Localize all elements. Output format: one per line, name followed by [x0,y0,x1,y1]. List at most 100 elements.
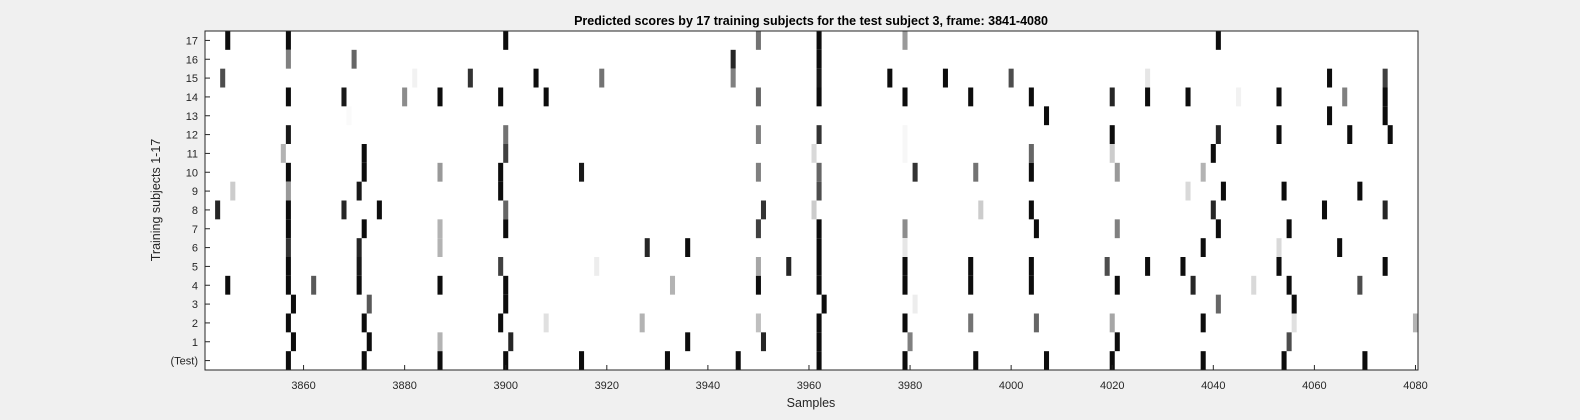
y-tick-label: 13 [186,111,198,123]
heatmap-cell [1362,351,1368,370]
heatmap-cell [361,351,367,370]
x-tick-label: 3980 [898,380,922,392]
heatmap-cell [1276,125,1282,144]
heatmap-cell [503,125,509,144]
heatmap-cell [498,181,504,201]
heatmap-cell [907,332,913,352]
heatmap-cell [290,332,296,352]
heatmap-cell [503,351,509,370]
heatmap-cell [1286,275,1292,295]
y-tick-label: 1 [192,337,198,349]
heatmap-cell [902,351,908,370]
heatmap-cell [1200,313,1206,333]
heatmap-cell [1357,275,1363,295]
heatmap-cell [503,144,509,163]
heatmap-cell [664,351,670,370]
heatmap-cell [412,68,418,88]
heatmap-cell [311,275,317,295]
heatmap-cell [1382,257,1388,276]
heatmap-cell [755,257,761,276]
heatmap-cell [361,313,367,333]
heatmap-cell [755,87,761,107]
heatmap-cell [1145,68,1151,88]
heatmap-cell [1114,219,1120,239]
heatmap-cell [1028,257,1034,276]
heatmap-cell [543,313,549,333]
y-tick-label: 17 [186,35,198,47]
heatmap-cell [280,144,286,163]
heatmap-cell [285,313,291,333]
heatmap-cell [341,87,347,107]
heatmap-cell [1251,275,1257,295]
heatmap-cell [1387,125,1393,144]
heatmap-cell [902,87,908,107]
heatmap-cell [1200,238,1206,257]
heatmap-cell [220,68,226,88]
heatmap-cell [1190,275,1196,295]
heatmap-cell [508,332,514,352]
heatmap-cell [816,219,822,239]
x-tick-label: 4000 [999,380,1023,392]
heatmap-cell [594,257,600,276]
heatmap-cell [361,144,367,163]
heatmap-cell [816,181,822,201]
heatmap-cell [1043,351,1050,370]
heatmap-cell [1215,31,1221,50]
heatmap-cell [821,294,827,314]
heatmap-cell [437,162,443,182]
heatmap-cell [285,200,291,220]
heatmap-cell [1347,125,1353,144]
heatmap-cell [285,31,291,50]
heatmap-cell [1109,351,1115,370]
heatmap-cell [1236,87,1242,107]
heatmap-cell [498,313,504,333]
y-axis-label: Training subjects 1-17 [149,139,163,262]
heatmap-cell [1321,200,1328,220]
heatmap-cell [503,200,509,220]
heatmap-cell [755,313,761,333]
heatmap-cell [503,219,509,239]
heatmap-cell [1028,162,1034,182]
heatmap-cell [902,125,908,144]
heatmap-cell [978,200,984,220]
x-tick-label: 4020 [1100,380,1124,392]
heatmap-cell [498,87,504,107]
heatmap-cell [402,87,408,107]
heatmap-cell [1337,238,1343,257]
x-tick-label: 3900 [493,380,517,392]
heatmap-cell [755,219,761,239]
heatmap-cell [285,181,291,201]
y-tick-label: 3 [192,299,198,311]
heatmap-cell [786,257,792,276]
y-tick-label: 2 [192,318,198,330]
heatmap-cell [285,87,291,107]
heatmap-cell [902,219,908,239]
heatmap-cell [1286,332,1292,352]
heatmap-cell [437,87,443,107]
heatmap-cell [1382,106,1388,126]
heatmap-cell [437,219,443,239]
heatmap-cell [356,238,362,257]
heatmap-cell [1145,87,1151,107]
heatmap-cell [437,351,443,370]
x-tick-label: 3920 [595,380,619,392]
y-tick-label: (Test) [171,356,199,368]
heatmap-cell [437,238,443,257]
heatmap-cell [498,162,504,182]
heatmap-cell [437,275,443,295]
heatmap-cell [215,200,221,220]
heatmap-cell [1276,238,1282,257]
heatmap-cell [290,294,296,314]
x-tick-label: 3880 [392,380,416,392]
heatmap-cell [1114,332,1120,352]
heatmap-cell [816,257,822,276]
heatmap-cell [533,68,539,88]
heatmap-cell [1043,106,1050,126]
heatmap-cell [285,238,291,257]
heatmap-cell [1291,294,1297,314]
heatmap-cell [816,87,822,107]
heatmap-cell [685,238,691,257]
heatmap-cell [1145,257,1151,276]
heatmap-cell [225,275,231,295]
heatmap-cell [1412,313,1418,333]
